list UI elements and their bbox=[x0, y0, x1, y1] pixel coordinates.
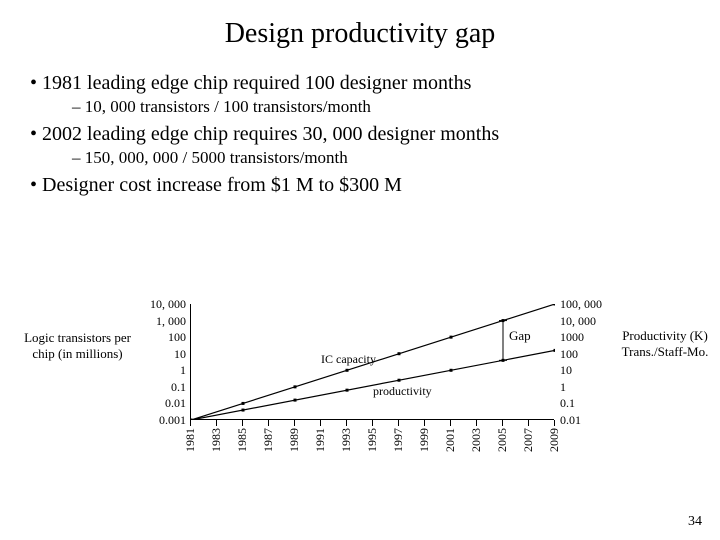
chart-container: Logic transistors per chip (in millions)… bbox=[30, 300, 690, 500]
y-axis-label-right: Productivity (K) Trans./Staff-Mo. bbox=[610, 328, 720, 359]
x-tick: 1991 bbox=[314, 428, 326, 452]
x-tick: 1995 bbox=[366, 428, 378, 452]
series-label-ic: IC capacity bbox=[321, 352, 376, 367]
y-left-tick: 0.01 bbox=[138, 397, 186, 409]
x-tick: 2005 bbox=[496, 428, 508, 452]
y-left-tick: 1, 000 bbox=[138, 315, 186, 327]
page-title: Design productivity gap bbox=[30, 18, 690, 50]
x-tick: 2001 bbox=[444, 428, 456, 452]
chart-plot-area: IC capacity productivity Gap bbox=[190, 304, 554, 420]
y-left-tick: 1 bbox=[138, 364, 186, 376]
x-tick: 1985 bbox=[236, 428, 248, 452]
x-tick: 1989 bbox=[288, 428, 300, 452]
y-left-tick: 0.1 bbox=[138, 381, 186, 393]
y-left-tick: 10, 000 bbox=[138, 298, 186, 310]
y-axis-label-left: Logic transistors per chip (in millions) bbox=[20, 330, 135, 361]
x-tick: 2007 bbox=[522, 428, 534, 452]
y-right-tick: 100, 000 bbox=[560, 298, 608, 310]
x-tick: 1997 bbox=[392, 428, 404, 452]
x-tick: 1981 bbox=[184, 428, 196, 452]
subbullet-2: 150, 000, 000 / 5000 transistors/month bbox=[72, 148, 690, 168]
y-right-tick: 0.1 bbox=[560, 397, 608, 409]
x-tick: 2009 bbox=[548, 428, 560, 452]
bullet-1: 1981 leading edge chip required 100 desi… bbox=[30, 72, 690, 95]
y-left-tick: 0.001 bbox=[138, 414, 186, 426]
x-tick: 1999 bbox=[418, 428, 430, 452]
y-left-tick: 100 bbox=[138, 331, 186, 343]
y-right-tick: 10 bbox=[560, 364, 608, 376]
page-number: 34 bbox=[688, 514, 702, 530]
y-right-tick: 1 bbox=[560, 381, 608, 393]
x-tick: 1983 bbox=[210, 428, 222, 452]
series-label-prod: productivity bbox=[373, 384, 432, 399]
bullet-3: Designer cost increase from $1 M to $300… bbox=[30, 174, 690, 197]
gap-label: Gap bbox=[509, 328, 531, 344]
x-axis-ticks: 1981198319851987198919911993199519971999… bbox=[190, 428, 554, 478]
x-tick: 1987 bbox=[262, 428, 274, 452]
y-right-tick: 100 bbox=[560, 348, 608, 360]
y-right-tick: 10, 000 bbox=[560, 315, 608, 327]
bullet-list: 1981 leading edge chip required 100 desi… bbox=[30, 72, 690, 197]
y-left-tick: 10 bbox=[138, 348, 186, 360]
bullet-2: 2002 leading edge chip requires 30, 000 … bbox=[30, 123, 690, 146]
x-tick: 1993 bbox=[340, 428, 352, 452]
subbullet-1: 10, 000 transistors / 100 transistors/mo… bbox=[72, 97, 690, 117]
y-right-tick: 0.01 bbox=[560, 414, 608, 426]
x-tick: 2003 bbox=[470, 428, 482, 452]
y-right-tick: 1000 bbox=[560, 331, 608, 343]
